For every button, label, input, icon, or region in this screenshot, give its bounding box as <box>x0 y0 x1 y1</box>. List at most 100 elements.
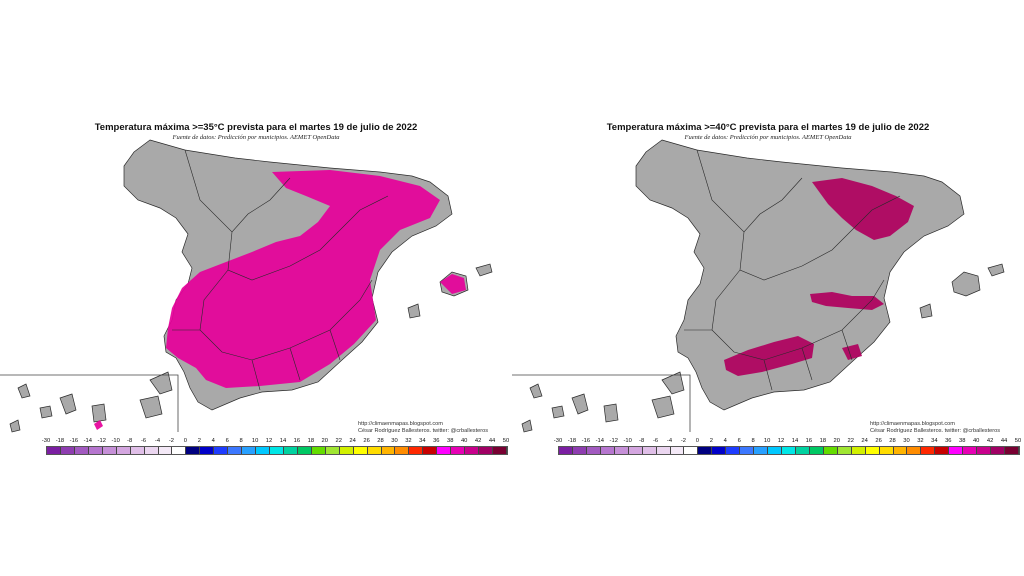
legend-swatch <box>614 447 629 454</box>
map-canvas-40 <box>512 139 1005 433</box>
legend-tick-label: 38 <box>447 438 454 444</box>
province-borders-40 <box>684 149 901 391</box>
legend-tick-label: 26 <box>363 438 370 444</box>
legend-tick-label: -30 <box>41 438 51 444</box>
map-panel-35: Temperatura máxima >=35°C prevista para … <box>0 122 509 455</box>
legend-swatch <box>158 447 173 454</box>
legend-tick-label: 28 <box>889 438 896 444</box>
legend-swatch <box>865 447 880 454</box>
legend-tick-label: 44 <box>1000 438 1008 444</box>
legend-tick-label: 12 <box>777 438 785 444</box>
legend-tick-label: 36 <box>945 438 952 444</box>
legend-swatch <box>670 447 685 454</box>
legend-tick-label: 30 <box>391 438 398 444</box>
legend-swatch <box>60 447 75 454</box>
legend-swatch <box>977 447 992 454</box>
credit-url-35: http://climaenmapas.blogspot.com <box>358 421 443 427</box>
legend-swatch <box>479 447 493 454</box>
legend-swatch <box>963 447 978 454</box>
legend-tick-label: 22 <box>847 438 854 444</box>
legend-tick-label: 14 <box>791 438 799 444</box>
legend-tick-label: 6 <box>225 438 229 444</box>
legend-swatch <box>600 447 615 454</box>
legend-swatch <box>270 447 284 454</box>
legend-swatch <box>991 447 1005 454</box>
legend-tick-label: -4 <box>154 438 161 444</box>
legend-tick-label: 2 <box>709 438 713 444</box>
legend-swatch <box>851 447 866 454</box>
legend-swatch <box>949 447 964 454</box>
legend-swatch <box>921 447 936 454</box>
legend-tick-label: -16 <box>581 438 591 444</box>
legend-swatch <box>809 447 824 454</box>
legend-swatch <box>1005 447 1019 454</box>
credit-author-35: César Rodríguez Ballesteros. twitter: @c… <box>358 428 489 434</box>
legend-swatch <box>559 447 573 454</box>
legend-tick-label: 6 <box>737 438 741 444</box>
legend-tick-label: -2 <box>680 438 687 444</box>
legend-swatch <box>130 447 145 454</box>
legend-tick-label: -8 <box>639 438 645 444</box>
legend-swatch <box>144 447 159 454</box>
legend-swatch <box>214 447 229 454</box>
credit-url-40: http://climaenmapas.blogspot.com <box>870 421 955 427</box>
legend-swatch <box>367 447 382 454</box>
legend-tick-label: 44 <box>488 438 496 444</box>
legend-tick-label: -4 <box>666 438 673 444</box>
legend-bar <box>558 446 1020 455</box>
legend-swatch <box>381 447 396 454</box>
legend-swatch <box>628 447 643 454</box>
legend-tick-label: 16 <box>293 438 301 444</box>
map-subtitle-35: Fuente de datos: Predicción por municipi… <box>172 134 340 141</box>
legend-swatch <box>47 447 61 454</box>
legend-tick-label: 4 <box>211 438 215 444</box>
legend-tick-label: 14 <box>279 438 287 444</box>
legend-tick-label: 38 <box>959 438 966 444</box>
legend-tick-label: 0 <box>183 438 188 444</box>
legend-tick-label: 34 <box>419 438 426 444</box>
hot-zones-35 <box>94 170 466 430</box>
legend-swatch <box>339 447 354 454</box>
legend-tick-label: 30 <box>903 438 910 444</box>
legend-tick-label: -12 <box>97 438 106 444</box>
legend-tick-label: -6 <box>652 438 659 444</box>
legend-tick-label: 20 <box>833 438 841 444</box>
legend-tick-label: 36 <box>433 438 440 444</box>
legend-swatch <box>451 447 466 454</box>
legend-swatch <box>409 447 424 454</box>
legend-swatch <box>102 447 117 454</box>
canary-inset-frame-35 <box>0 374 179 432</box>
legend-swatch <box>726 447 741 454</box>
legend-tick-label: 0 <box>695 438 700 444</box>
legend-tick-label: 42 <box>986 438 994 444</box>
legend-swatch <box>311 447 326 454</box>
legend-tick-label: 10 <box>763 438 771 444</box>
legend-tick-label: -30 <box>553 438 563 444</box>
canary-inset-frame-40 <box>512 374 691 432</box>
legend-swatch <box>572 447 587 454</box>
legend-swatch <box>437 447 452 454</box>
legend-swatch <box>754 447 769 454</box>
legend-tick-label: 4 <box>723 438 727 444</box>
legend-swatch <box>740 447 755 454</box>
province-borders-35 <box>172 149 389 391</box>
legend-swatch <box>656 447 671 454</box>
map-subtitle-40: Fuente de datos: Predicción por municipi… <box>684 134 852 141</box>
legend-swatch <box>712 447 727 454</box>
legend-swatch <box>353 447 368 454</box>
hot-zones-40 <box>724 178 914 376</box>
legend-tick-label: -14 <box>83 438 93 444</box>
legend-tick-label: 22 <box>335 438 342 444</box>
legend-swatch <box>395 447 410 454</box>
legend-swatch <box>88 447 103 454</box>
legend-tick-label: -18 <box>567 438 577 444</box>
legend-swatch <box>782 447 796 454</box>
legend-swatch <box>493 447 507 454</box>
legend-tick-label: 40 <box>460 438 468 444</box>
legend-tick-label: 10 <box>251 438 259 444</box>
legend-swatch <box>256 447 270 454</box>
legend-swatch <box>297 447 312 454</box>
legend-tick-label: 12 <box>265 438 273 444</box>
legend-swatch <box>586 447 601 454</box>
legend-tick-label: 24 <box>861 438 868 444</box>
